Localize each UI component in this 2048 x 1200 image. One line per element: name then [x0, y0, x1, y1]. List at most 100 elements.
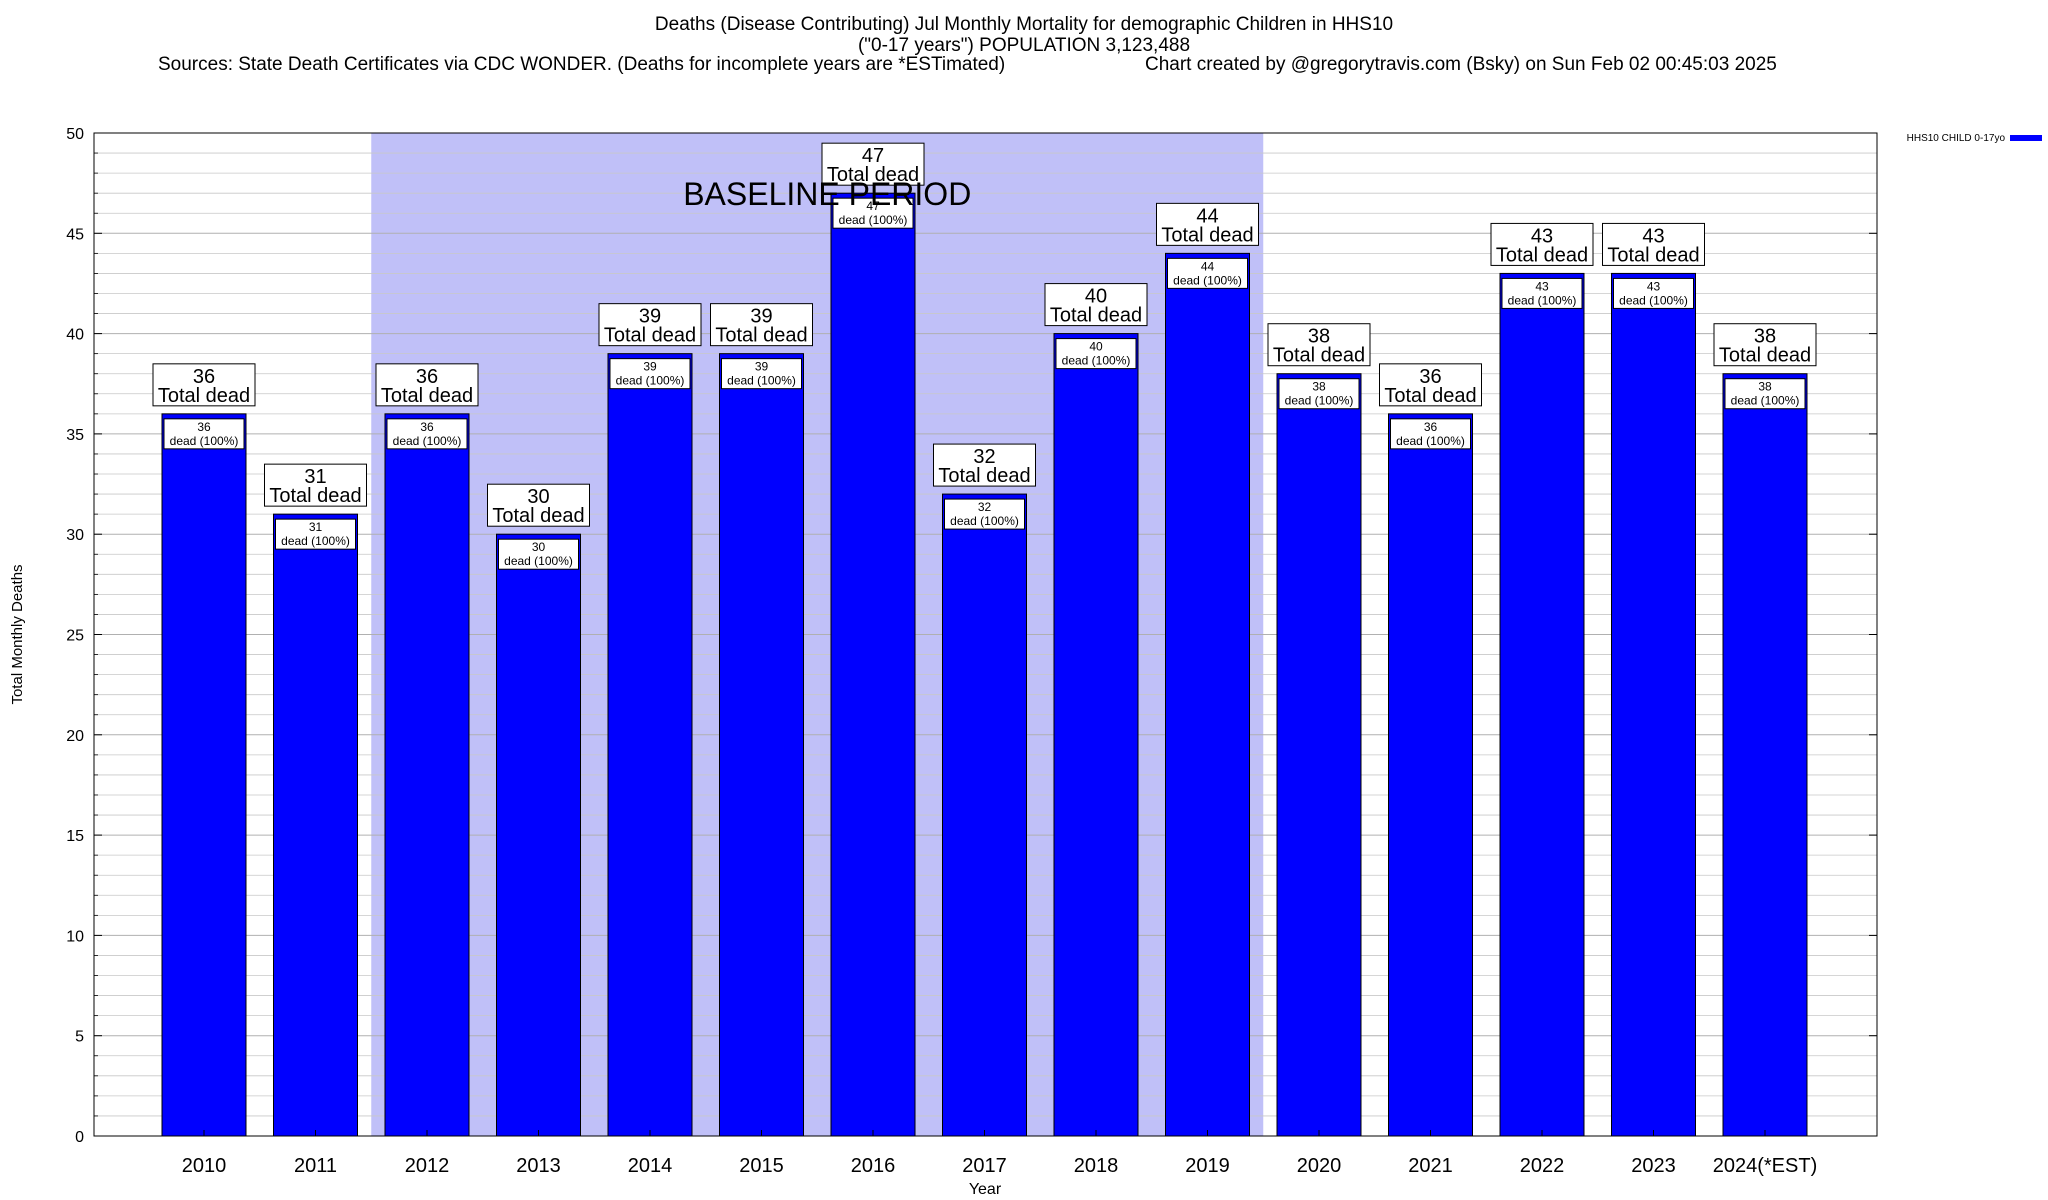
- x-tick-label: 2020: [1297, 1155, 1342, 1177]
- chart-subtitle: ("0-17 years") POPULATION 3,123,488: [857, 35, 1191, 56]
- top-label-box: [598, 303, 702, 347]
- inner-label-box: [386, 418, 468, 450]
- x-tick-label: 2010: [182, 1155, 227, 1177]
- bar-2020: [1276, 373, 1362, 1137]
- top-label-text: Total dead: [1496, 244, 1588, 266]
- top-label-text: Total dead: [381, 385, 473, 407]
- inner-label-value: 44: [1201, 259, 1215, 273]
- top-label-value: 36: [416, 366, 438, 388]
- top-label-text: Total dead: [1719, 345, 1811, 367]
- top-label-value: 38: [1308, 326, 1330, 348]
- inner-label-value: 39: [643, 360, 657, 374]
- inner-label-box: [1724, 378, 1806, 410]
- inner-label-text: dead (100%): [1731, 394, 1800, 408]
- top-label-value: 36: [1419, 366, 1441, 388]
- inner-label-box: [1167, 257, 1248, 289]
- legend-swatch: [2010, 135, 2042, 141]
- top-label-text: Total dead: [1050, 305, 1142, 327]
- top-label-box: [1490, 222, 1594, 266]
- top-label-value: 32: [973, 446, 995, 468]
- x-tick-label: 2024(*EST): [1713, 1155, 1818, 1177]
- baseline-period-label: BASELINE PERIOD: [683, 176, 971, 212]
- y-axis-title: Total Monthly Deaths: [9, 564, 26, 704]
- inner-label-value: 36: [1424, 420, 1438, 434]
- top-label-box: [375, 363, 479, 407]
- x-tick-label: 2021: [1408, 1155, 1453, 1177]
- inner-label-value: 39: [755, 360, 769, 374]
- bar-2010: [161, 413, 247, 1137]
- inner-label-text: dead (100%): [1173, 273, 1242, 287]
- bar-2019: [1165, 252, 1250, 1137]
- inner-label-box: [498, 538, 579, 570]
- x-tick-label: 2017: [962, 1155, 1007, 1177]
- top-label-value: 43: [1531, 225, 1553, 247]
- x-tick-label: 2016: [851, 1155, 896, 1177]
- bar-2017: [942, 493, 1027, 1137]
- top-label-text: Total dead: [158, 385, 250, 407]
- top-label-text: Total dead: [604, 325, 696, 347]
- inner-label-text: dead (100%): [504, 554, 573, 568]
- chart-credit: Chart created by @gregorytravis.com (Bsk…: [1145, 54, 1777, 75]
- top-label-text: Total dead: [1607, 244, 1699, 266]
- inner-label-value: 43: [1647, 279, 1661, 293]
- bar-2014: [607, 353, 693, 1137]
- top-label-box: [1267, 323, 1371, 367]
- y-tick-label: 50: [66, 126, 84, 143]
- inner-label-value: 32: [978, 500, 992, 514]
- inner-label-text: dead (100%): [616, 374, 685, 388]
- top-label-value: 36: [193, 366, 215, 388]
- inner-label-text: dead (100%): [1396, 434, 1465, 448]
- top-label-box: [1156, 202, 1259, 246]
- inner-label-value: 47: [866, 199, 880, 213]
- inner-label-box: [721, 358, 802, 390]
- bar-2016: [830, 192, 916, 1137]
- x-tick-label: 2011: [294, 1155, 337, 1177]
- top-label-box: [1602, 222, 1705, 266]
- x-tick-label: 2012: [405, 1155, 450, 1177]
- top-label-value: 43: [1642, 225, 1664, 247]
- inner-label-text: dead (100%): [1062, 354, 1131, 368]
- bar-2012: [384, 413, 470, 1137]
- inner-label-box: [1501, 277, 1583, 309]
- top-label-value: 47: [862, 145, 884, 167]
- y-tick-label: 40: [66, 327, 84, 344]
- y-tick-label: 30: [66, 527, 84, 544]
- legend-label: HHS10 CHILD 0-17yo: [1907, 133, 2006, 144]
- inner-label-text: dead (100%): [839, 213, 908, 227]
- inner-label-box: [832, 197, 914, 229]
- x-tick-label: 2022: [1520, 1155, 1565, 1177]
- top-label-box: [487, 483, 590, 527]
- x-tick-label: 2019: [1185, 1155, 1230, 1177]
- y-tick-label: 25: [66, 628, 84, 645]
- top-label-box: [710, 303, 813, 347]
- top-label-box: [933, 443, 1036, 487]
- bar-2023: [1611, 272, 1696, 1137]
- inner-label-text: dead (100%): [393, 434, 462, 448]
- top-label-text: Total dead: [1384, 385, 1476, 407]
- inner-label-box: [1278, 378, 1360, 410]
- chart-sources: Sources: State Death Certificates via CD…: [158, 54, 1006, 75]
- top-label-box: [821, 142, 925, 186]
- top-label-box: [1713, 323, 1817, 367]
- inner-label-text: dead (100%): [1285, 394, 1354, 408]
- x-tick-label: 2015: [739, 1155, 784, 1177]
- inner-label-text: dead (100%): [281, 534, 350, 548]
- y-tick-label: 5: [75, 1029, 84, 1046]
- inner-label-box: [609, 358, 691, 390]
- chart-title: Deaths (Disease Contributing) Jul Monthl…: [654, 14, 1394, 35]
- top-label-text: Total dead: [269, 485, 361, 507]
- inner-label-text: dead (100%): [1508, 293, 1577, 307]
- inner-label-text: dead (100%): [1619, 293, 1688, 307]
- inner-label-value: 40: [1089, 340, 1103, 354]
- inner-label-text: dead (100%): [170, 434, 239, 448]
- top-label-text: Total dead: [938, 465, 1030, 487]
- top-label-text: Total dead: [827, 164, 919, 186]
- inner-label-box: [163, 418, 245, 450]
- bar-2018: [1053, 333, 1139, 1137]
- inner-label-value: 36: [197, 420, 211, 434]
- top-label-text: Total dead: [492, 505, 584, 527]
- x-tick-label: 2018: [1074, 1155, 1119, 1177]
- top-label-text: Total dead: [1273, 345, 1365, 367]
- x-tick-label: 2023: [1631, 1155, 1676, 1177]
- top-label-box: [152, 363, 256, 407]
